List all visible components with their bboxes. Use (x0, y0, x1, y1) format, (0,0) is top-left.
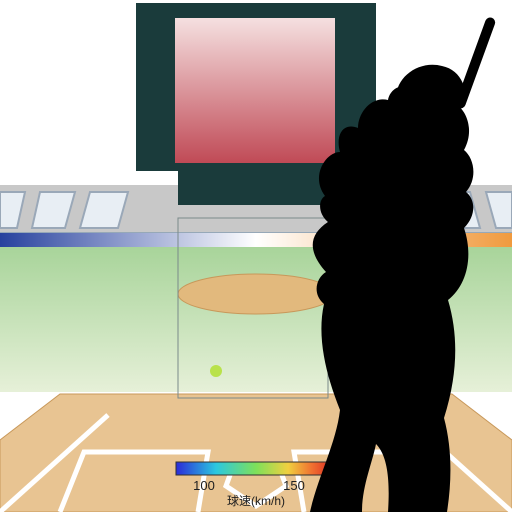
legend-axis-label: 球速(km/h) (227, 494, 285, 508)
scoreboard-base (178, 171, 334, 205)
pitchers-mound (178, 274, 334, 314)
scoreboard-screen (175, 18, 335, 163)
pitch-location (210, 365, 222, 377)
legend-tick: 150 (283, 478, 305, 493)
legend-tick: 100 (193, 478, 215, 493)
legend-colorbar (176, 462, 336, 475)
